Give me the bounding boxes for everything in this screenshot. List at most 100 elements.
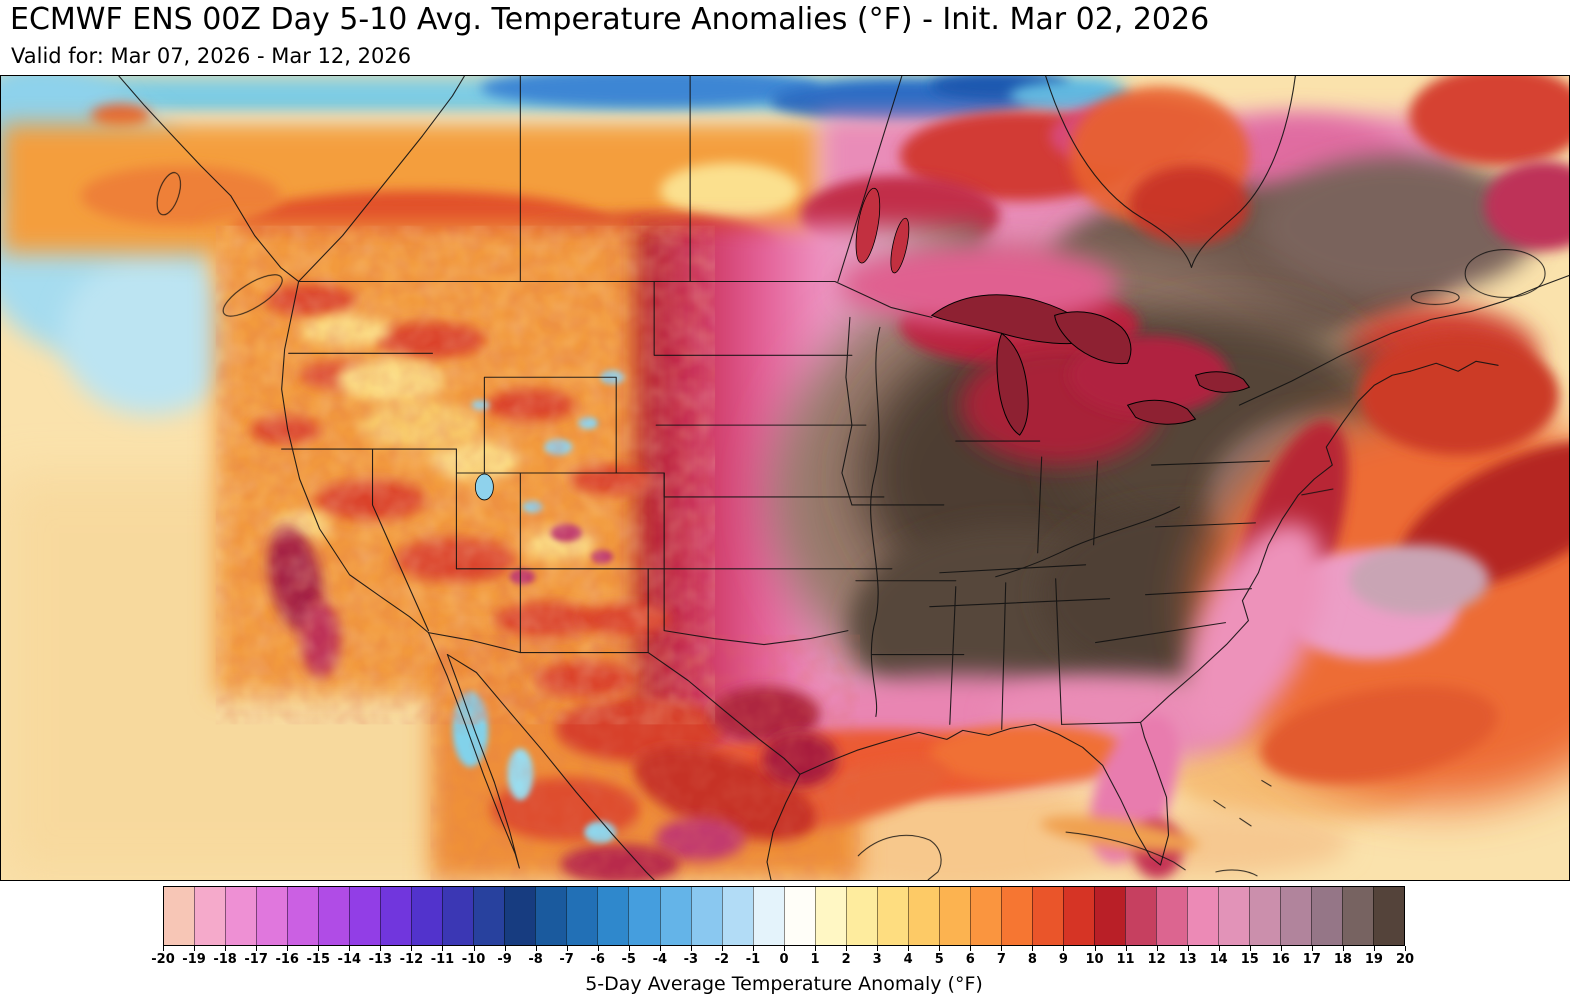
colorbar-tick-label: 5 [934, 952, 944, 967]
colorbar: -20 -19 -18 -17 -16 -15 -14 -13 -12 -11 -10 -9 -8 -7-… [151, 886, 1414, 995]
colorbar-tick-label: 2 [841, 952, 851, 967]
colorbar-segment [1249, 887, 1281, 945]
colorbar-tick-mark [628, 946, 630, 951]
colorbar-tick-marks [163, 946, 1406, 952]
colorbar-segment [1311, 887, 1343, 945]
colorbar-segment [504, 887, 536, 945]
colorbar-segment [1156, 887, 1188, 945]
colorbar-tick-label: 19 [1364, 952, 1383, 967]
colorbar-tick-mark [1342, 946, 1344, 951]
colorbar-segment [876, 887, 908, 945]
colorbar-tick-mark [1249, 946, 1251, 951]
colorbar-bar [163, 886, 1405, 946]
colorbar-tick-mark [815, 946, 817, 951]
colorbar-segment [845, 887, 877, 945]
colorbar-segment [318, 887, 350, 945]
colorbar-tick-label: -14 [337, 952, 362, 967]
colorbar-segment [1218, 887, 1250, 945]
colorbar-segment [1031, 887, 1063, 945]
colorbar-tick-mark [1187, 946, 1189, 951]
colorbar-tick-label: -11 [430, 952, 455, 967]
map-lakes [474, 187, 1251, 501]
colorbar-tick-label: 16 [1271, 952, 1290, 967]
colorbar-segment [628, 887, 660, 945]
map-islands [156, 172, 1546, 880]
colorbar-tick-label: -8 [528, 952, 543, 967]
colorbar-tick-label: -5 [621, 952, 636, 967]
map-frame [0, 75, 1570, 881]
colorbar-tick-mark [1373, 946, 1375, 951]
colorbar-tick-mark [1125, 946, 1127, 951]
colorbar-segment [1373, 887, 1405, 945]
colorbar-tick-label: 18 [1333, 952, 1352, 967]
map-boundaries [118, 76, 1569, 880]
colorbar-tick-labels: -20 -19 -18 -17 -16 -15 -14 -13 -12 -11 -10 -9 -8 -7-… [151, 952, 1414, 969]
colorbar-tick-mark [349, 946, 351, 951]
colorbar-segment [597, 887, 629, 945]
colorbar-segment [473, 887, 505, 945]
colorbar-tick-mark [1063, 946, 1065, 951]
colorbar-segment [1062, 887, 1094, 945]
colorbar-tick-mark [846, 946, 848, 951]
colorbar-tick-mark [784, 946, 785, 951]
colorbar-tick-label: -3 [683, 952, 699, 967]
colorbar-segment [256, 887, 288, 945]
valid-period-subtitle: Valid for: Mar 07, 2026 - Mar 12, 2026 [11, 44, 412, 68]
colorbar-tick-label: -1 [745, 952, 761, 967]
colorbar-tick-label: -10 [461, 952, 486, 967]
colorbar-tick-mark [1405, 946, 1406, 951]
colorbar-tick-mark [690, 946, 692, 951]
colorbar-tick-label: 20 [1395, 952, 1415, 967]
colorbar-tick-label: -2 [714, 952, 730, 967]
colorbar-segment [1093, 887, 1125, 945]
colorbar-tick-mark [877, 946, 879, 951]
colorbar-tick-mark [1094, 946, 1096, 951]
colorbar-label: 5-Day Average Temperature Anomaly (°F) [585, 973, 983, 995]
colorbar-tick-label: 4 [903, 952, 913, 967]
colorbar-tick-label: -16 [275, 952, 299, 967]
colorbar-tick-label: -13 [368, 952, 393, 967]
colorbar-segment [535, 887, 567, 945]
colorbar-tick-mark [752, 946, 754, 951]
colorbar-tick-mark [318, 946, 320, 951]
colorbar-segment [1000, 887, 1032, 945]
colorbar-segment [411, 887, 443, 945]
colorbar-segment [349, 887, 381, 945]
colorbar-segment [287, 887, 319, 945]
colorbar-segment [659, 887, 691, 945]
colorbar-tick-label: 12 [1147, 952, 1166, 967]
colorbar-tick-label: -6 [590, 952, 605, 967]
colorbar-tick-mark [380, 946, 382, 951]
colorbar-tick-label: -4 [652, 952, 668, 967]
colorbar-tick-label: 7 [996, 952, 1006, 967]
colorbar-tick-mark [504, 946, 506, 951]
anomaly-map [1, 76, 1569, 880]
colorbar-tick-mark [163, 946, 164, 951]
colorbar-tick-mark [442, 946, 444, 951]
colorbar-segment [938, 887, 970, 945]
colorbar-tick-label: 0 [779, 952, 789, 967]
colorbar-tick-label: 6 [965, 952, 975, 967]
colorbar-tick-mark [1001, 946, 1003, 951]
colorbar-segment [907, 887, 939, 945]
colorbar-segment [380, 887, 412, 945]
colorbar-tick-label: 15 [1240, 952, 1259, 967]
colorbar-tick-label: 1 [810, 952, 820, 967]
colorbar-tick-mark [970, 946, 972, 951]
colorbar-tick-label: 13 [1178, 952, 1197, 967]
map-color-field [1, 76, 1569, 880]
colorbar-tick-mark [908, 946, 910, 951]
colorbar-segment [783, 887, 815, 945]
colorbar-tick-mark [1032, 946, 1034, 951]
colorbar-tick-label: 14 [1209, 952, 1228, 967]
colorbar-tick-label: 11 [1116, 952, 1135, 967]
colorbar-tick-mark [287, 946, 289, 951]
colorbar-segment [1124, 887, 1156, 945]
colorbar-segment [1280, 887, 1312, 945]
colorbar-segment [566, 887, 598, 945]
colorbar-segment [194, 887, 226, 945]
colorbar-segment [721, 887, 753, 945]
colorbar-tick-label: -19 [182, 952, 206, 967]
colorbar-segment [814, 887, 846, 945]
colorbar-tick-mark [939, 946, 941, 951]
